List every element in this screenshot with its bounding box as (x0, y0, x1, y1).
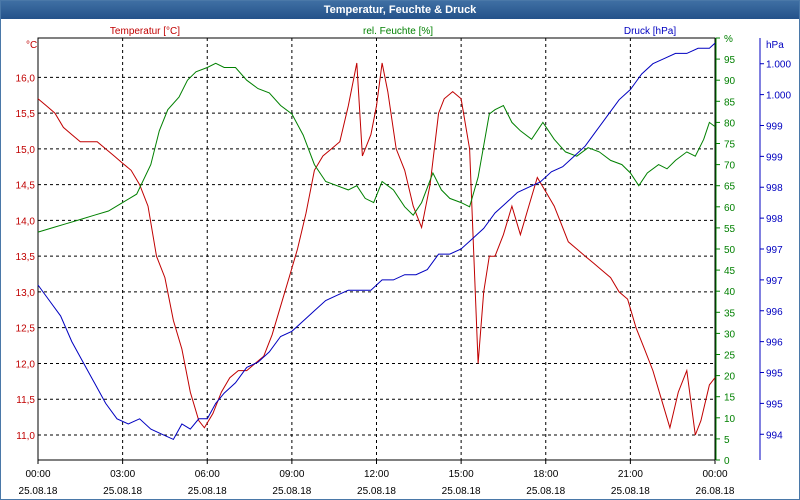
temperature-tick-label: 16,0 (16, 73, 36, 84)
pressure-tick-label: 998 (766, 183, 783, 194)
tick-labels: 00:00 25.08.18 03:00 25.08.18 06:00 25.08.18 0… (16, 34, 792, 497)
pressure-tick-label: 997 (766, 245, 783, 256)
humidity-tick-label: % (724, 34, 733, 45)
pressure-unit-label: hPa (766, 40, 784, 51)
pressure-tick-label: 994 (766, 430, 783, 441)
humidity-tick-label: 50 (724, 245, 736, 256)
pressure-tick-label: 997 (766, 276, 783, 287)
temperature-unit-label: °C (26, 40, 37, 51)
temperature-tick-label: 11,5 (16, 395, 35, 406)
pressure-tick-label: 1.000 (766, 60, 791, 71)
temperature-tick-label: 12,5 (16, 324, 36, 335)
humidity-tick-label: 20 (724, 372, 736, 383)
humidity-tick-label: 85 (724, 97, 736, 108)
humidity-tick-label: 90 (724, 76, 736, 87)
grid (38, 38, 715, 460)
humidity-tick-label: 55 (724, 224, 736, 235)
x-tick-label-time: 12:00 (364, 469, 389, 480)
temperature-tick-label: 12,0 (16, 359, 36, 370)
humidity-tick-label: 80 (724, 118, 736, 129)
temperature-tick-label: 15,5 (16, 109, 36, 120)
humidity-tick-label: 40 (724, 287, 736, 298)
temperature-tick-label: 14,5 (16, 181, 36, 192)
x-tick-label-date: 25.08.18 (357, 486, 396, 497)
humidity-axis-title: rel. Feuchte [%] (363, 26, 433, 37)
x-tick-label-time: 06:00 (195, 469, 220, 480)
x-tick-label-date: 25.08.18 (526, 486, 565, 497)
x-tick-label-date: 25.08.18 (442, 486, 481, 497)
x-tick-label-date: 25.08.18 (103, 486, 142, 497)
pressure-tick-label: 999 (766, 152, 783, 163)
x-tick-label-time: 18:00 (533, 469, 558, 480)
pressure-tick-label: 996 (766, 307, 783, 318)
series-lines (37, 42, 716, 441)
x-tick-label-date: 25.08.18 (188, 486, 227, 497)
pressure-series-line (37, 42, 716, 441)
x-tick-label-date: 25.08.18 (611, 486, 650, 497)
temperature-tick-label: 13,5 (16, 252, 36, 263)
temperature-tick-label: 13,0 (16, 288, 36, 299)
humidity-tick-label: 0 (724, 456, 730, 467)
x-tick-label-time: 15:00 (449, 469, 474, 480)
humidity-tick-label: 60 (724, 203, 736, 214)
temperature-tick-label: 15,0 (16, 145, 36, 156)
pressure-tick-label: 995 (766, 399, 783, 410)
x-tick-label-time: 00:00 (702, 469, 727, 480)
plot-area-border (37, 37, 716, 461)
x-tick-label-time: 00:00 (25, 469, 50, 480)
pressure-tick-label: 995 (766, 369, 783, 380)
humidity-tick-label: 10 (724, 414, 736, 425)
temperature-tick-label: 11,0 (16, 431, 35, 442)
humidity-tick-label: 15 (724, 393, 736, 404)
pressure-axis-title: Druck [hPa] (624, 26, 676, 37)
x-tick-label-time: 03:00 (110, 469, 135, 480)
temperature-tick-label: 14,0 (16, 216, 36, 227)
humidity-tick-label: 45 (724, 266, 736, 277)
temperature-axis-title: Temperatur [°C] (110, 26, 180, 37)
humidity-tick-label: 75 (724, 140, 736, 151)
humidity-tick-label: 35 (724, 308, 736, 319)
pressure-tick-label: 998 (766, 214, 783, 225)
x-tick-label-time: 09:00 (279, 469, 304, 480)
temperature-series-line (37, 62, 716, 436)
humidity-tick-label: 30 (724, 329, 736, 340)
pressure-tick-label: 996 (766, 338, 783, 349)
x-tick-label-date: 26.08.18 (696, 486, 735, 497)
humidity-series-line (37, 62, 716, 233)
pressure-tick-label: 999 (766, 121, 783, 132)
humidity-tick-label: 25 (724, 351, 736, 362)
humidity-tick-label: 70 (724, 161, 736, 172)
pressure-tick-label: 1.000 (766, 91, 791, 102)
x-tick-label-time: 21:00 (618, 469, 643, 480)
axes (37, 37, 764, 464)
humidity-tick-label: 5 (724, 435, 730, 446)
humidity-tick-label: 65 (724, 182, 736, 193)
x-tick-label-date: 25.08.18 (19, 486, 58, 497)
x-tick-label-date: 25.08.18 (272, 486, 311, 497)
humidity-tick-label: 95 (724, 55, 736, 66)
window-title: Temperatur, Feuchte & Druck (1, 1, 799, 19)
